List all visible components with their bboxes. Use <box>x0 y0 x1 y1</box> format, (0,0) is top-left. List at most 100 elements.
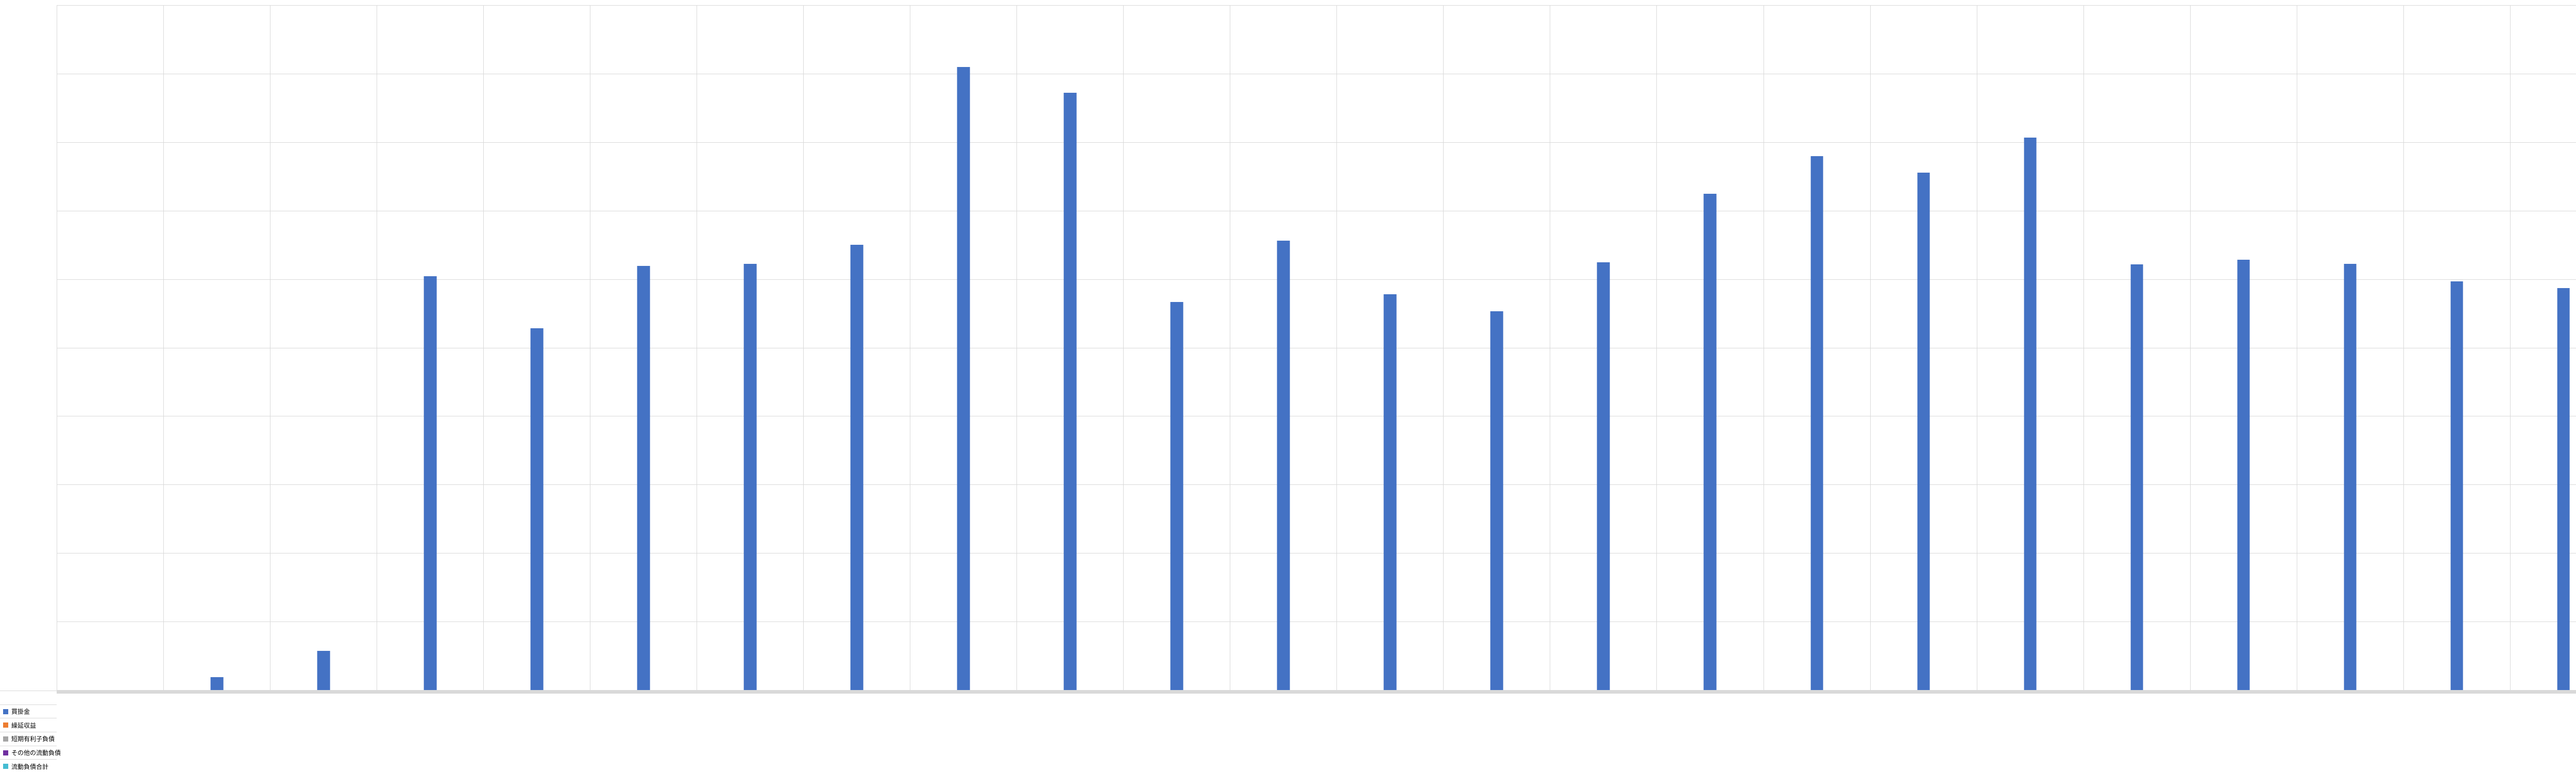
bar <box>744 264 757 690</box>
legend-swatch <box>3 764 8 769</box>
bar <box>317 651 330 690</box>
bar <box>637 266 650 690</box>
table-cell <box>1977 693 2083 694</box>
bar-slot <box>377 5 484 690</box>
table-cell <box>1017 693 1123 694</box>
bar-slot <box>57 5 164 690</box>
bar-slot <box>1977 5 2084 690</box>
legend-label: 繰延収益 <box>11 721 36 730</box>
bar <box>1384 294 1397 690</box>
table-column: 2017/09/30$124.98 <box>1550 691 1657 694</box>
bar-slot <box>2084 5 2191 690</box>
legend-label: その他の流動負債 <box>11 748 61 757</box>
bar <box>957 67 970 690</box>
table-column: 2012/12/31$3.71 <box>164 691 270 694</box>
legend-header-blank <box>0 691 57 704</box>
table-cell <box>1550 693 1656 694</box>
table-column: 2018/03/31$155.92 <box>1764 691 1871 694</box>
table-column: 2015/03/31$105.58 <box>484 691 590 694</box>
table-cell <box>2191 693 2297 694</box>
chart-container: $0$20$40$60$80$100$120$140$160$180$200 （… <box>0 0 2576 773</box>
table-cell <box>2404 693 2510 694</box>
bar-slot <box>1657 5 1764 690</box>
table-cell <box>804 693 910 694</box>
table-cell <box>484 693 590 694</box>
bars-area <box>57 5 2576 690</box>
table-column: 2016/12/31$131.20 <box>1230 691 1337 694</box>
table-column: 2015/09/30$124.46 <box>697 691 804 694</box>
bar <box>1490 311 1503 690</box>
bar <box>1704 194 1717 690</box>
table-column: 2016/06/30$174.35 <box>1017 691 1124 694</box>
bar-slot <box>164 5 270 690</box>
legend-swatch <box>3 722 8 728</box>
legend-item: 短期有利子負債 <box>0 732 57 746</box>
table-column: 2019/09/30$119.36 <box>2404 691 2511 694</box>
bar-slot <box>1124 5 1230 690</box>
bar-slot <box>1550 5 1657 690</box>
bar <box>1810 156 1823 690</box>
bar-slot <box>2404 5 2511 690</box>
bar <box>851 245 863 690</box>
table-cell <box>164 693 270 694</box>
plot-area: $0$20$40$60$80$100$120$140$160$180$200 （… <box>57 5 2576 691</box>
table-column: 2013/12/31$11.42 <box>270 691 377 694</box>
bar <box>1597 262 1610 690</box>
table-cell <box>590 693 697 694</box>
bar <box>1064 93 1077 690</box>
legend-label: 買掛金 <box>11 707 30 716</box>
table-cell <box>1444 693 1550 694</box>
bar <box>2237 260 2250 690</box>
bar-slot <box>2511 5 2576 690</box>
table-column: 2018/12/31$124.33 <box>2084 691 2191 694</box>
table-cell <box>910 693 1016 694</box>
legend-label: 流動負債合計 <box>11 762 48 771</box>
legend-item: 繰延収益 <box>0 718 57 732</box>
bar <box>1171 302 1183 690</box>
bar-slot <box>1764 5 1871 690</box>
table-column: 2015/12/31$130.03 <box>804 691 910 694</box>
bar-slot <box>1017 5 1124 690</box>
table-column: 2019/12/31$117.36 <box>2511 691 2576 694</box>
table-cell <box>377 693 483 694</box>
bar <box>424 276 437 690</box>
table-cell <box>1657 693 1763 694</box>
table-column: 2017/12/31$144.93 <box>1657 691 1764 694</box>
bar-slot <box>1337 5 1444 690</box>
table-column: 2011/12/31 <box>57 691 164 694</box>
table-column: 2017/06/30$110.63 <box>1444 691 1550 694</box>
legend-item: その他の流動負債 <box>0 746 57 760</box>
table-cell <box>2084 693 2190 694</box>
bar <box>211 677 224 690</box>
table-cell <box>2511 693 2576 694</box>
table-cell <box>697 693 803 694</box>
bar-slot <box>804 5 910 690</box>
bar-slot <box>2191 5 2297 690</box>
legend-item: 買掛金 <box>0 704 57 718</box>
legend-swatch <box>3 709 8 714</box>
data-table: 買掛金繰延収益短期有利子負債その他の流動負債流動負債合計 2011/12/312… <box>57 691 2576 773</box>
bar-slot <box>270 5 377 690</box>
bar <box>531 328 544 690</box>
table-cell <box>1871 693 1977 694</box>
bar-slot <box>484 5 590 690</box>
table-cell <box>1337 693 1443 694</box>
table-cell <box>57 693 163 694</box>
legend-swatch <box>3 750 8 755</box>
table-column: 2016/09/30$113.25 <box>1124 691 1230 694</box>
table-cell <box>2297 693 2403 694</box>
table-column: 2015/06/30$123.89 <box>590 691 697 694</box>
bar <box>1917 173 1930 690</box>
bar <box>2344 264 2357 690</box>
bar-slot <box>1230 5 1337 690</box>
bar <box>2557 288 2570 690</box>
bar-slot <box>1871 5 1977 690</box>
bar-slot <box>2297 5 2404 690</box>
bar <box>2024 138 2037 690</box>
table-cell <box>1230 693 1336 694</box>
table-column: 2018/09/30$161.29 <box>1977 691 2084 694</box>
bar-slot <box>590 5 697 690</box>
table-cell <box>1124 693 1230 694</box>
table-column: 2019/06/30$124.46 <box>2297 691 2404 694</box>
table-column: 2018/06/30$151.02 <box>1871 691 1977 694</box>
